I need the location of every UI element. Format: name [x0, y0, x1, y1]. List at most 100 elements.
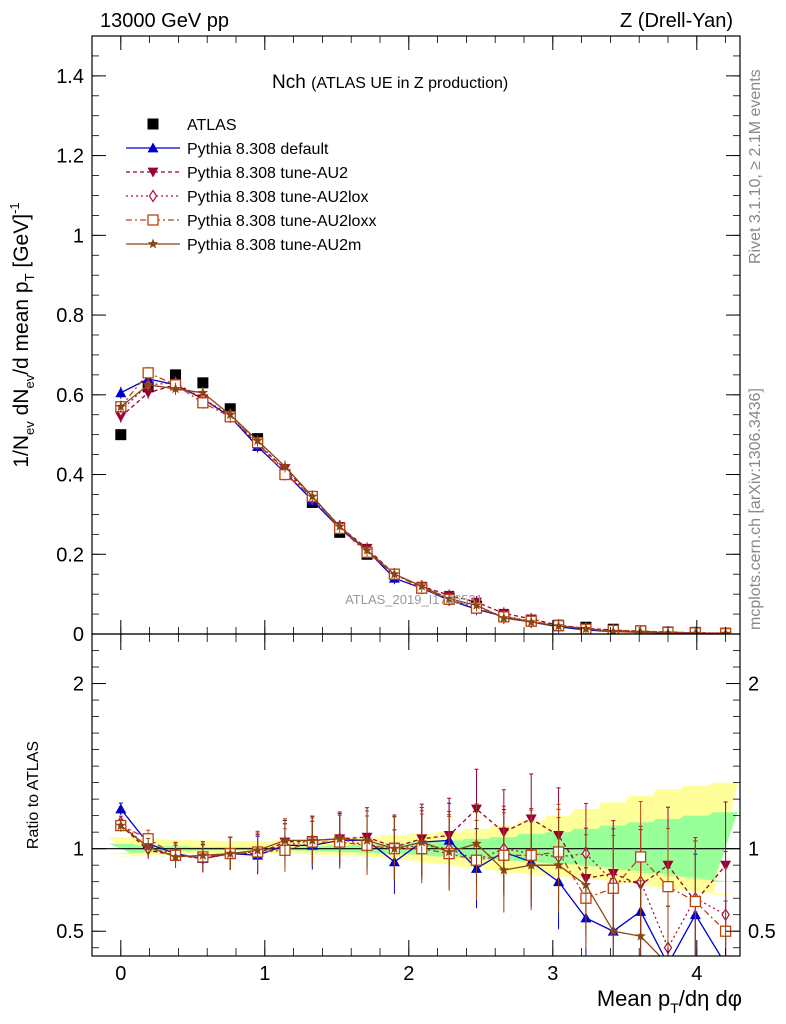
point-AU2m — [526, 616, 537, 627]
point-AU2m — [361, 544, 373, 555]
ratio-point-AU2m — [471, 838, 482, 849]
point-AU2m — [115, 401, 126, 412]
ratio-point-AU2m — [170, 851, 181, 862]
point-AU2m — [389, 568, 400, 579]
point-AU2 — [142, 388, 154, 399]
ratio-point-AU2loxx — [662, 880, 674, 893]
ratio-series-AU2m — [115, 803, 728, 956]
point-AU2m — [690, 628, 701, 634]
y-tick-label: 0 — [73, 624, 84, 646]
point-AU2m — [279, 461, 291, 471]
point-AU2m — [170, 383, 181, 394]
ratio-y-axis-label: Ratio to ATLAS — [25, 741, 42, 849]
ratio-point-AU2m — [553, 859, 564, 870]
point-AU2m — [142, 379, 154, 390]
y-tick-label: 0.6 — [56, 385, 84, 407]
ratio-y-tick-label-right: 2 — [748, 674, 759, 696]
ratio-point-AU2m — [225, 848, 236, 859]
series-AU2m — [115, 378, 731, 634]
point-AU2m — [471, 599, 482, 610]
point-AU2loxx — [142, 367, 154, 379]
header-right: Z (Drell-Yan) — [620, 10, 733, 32]
ratio-point-AU2m — [197, 849, 209, 860]
ratio-point-AU2m — [580, 879, 592, 890]
legend-label: Pythia 8.308 tune-AU2 — [187, 165, 348, 182]
legend-marker — [147, 238, 159, 249]
point-AU2m — [443, 593, 455, 604]
legend-item-ATLAS: ATLAS — [147, 117, 237, 134]
point-AU2m — [416, 580, 427, 591]
legend-marker — [147, 118, 159, 130]
ratio-point-AU2m — [416, 836, 427, 847]
mcplots-label: mcplots.cern.ch [arXiv:1306.3436] — [747, 388, 764, 630]
point-AU2m — [197, 387, 209, 398]
analysis-watermark: ATLAS_2019_I1736531 — [345, 592, 483, 607]
ratio-y-tick-label-right: 1 — [748, 839, 759, 861]
point-ATLAS — [170, 369, 182, 381]
ratio-point-AU2m — [498, 864, 510, 875]
legend-marker — [147, 214, 159, 226]
ratio-point-AU2m — [307, 834, 318, 845]
legend-label: Pythia 8.308 default — [187, 141, 329, 158]
y-tick-label: 0.8 — [56, 305, 84, 327]
point-AU2m — [334, 520, 345, 531]
y-tick-label: 1 — [73, 225, 84, 247]
y-tick-label: 1.2 — [56, 146, 84, 168]
legend: ATLAS Pythia 8.308 default Pythia 8.308 tu… — [126, 117, 376, 254]
legend-item-AU2m: Pythia 8.308 tune-AU2m — [126, 237, 361, 254]
legend-label: ATLAS — [187, 117, 237, 134]
ratio-point-AU2m — [334, 833, 345, 844]
ratio-point-AU2m — [279, 834, 291, 845]
ratio-point-AU2m — [142, 841, 154, 852]
x-tick-label: 4 — [691, 963, 702, 985]
ratio-y-tick-label: 1 — [73, 839, 84, 861]
y-tick-label: 1.4 — [56, 66, 84, 88]
ratio-point-AU2m — [389, 843, 400, 854]
legend-marker — [147, 167, 159, 178]
x-tick-label: 0 — [115, 963, 126, 985]
point-AU2loxx — [197, 397, 209, 409]
legend-marker — [148, 189, 158, 203]
ratio-plot-frame — [91, 633, 741, 957]
legend-label: Pythia 8.308 tune-AU2lox — [187, 189, 368, 206]
ratio-point-AU2m — [361, 834, 373, 845]
point-AU2m — [553, 620, 564, 631]
rivet-label: Rivet 3.1.10, ≥ 2.1M events — [747, 69, 764, 264]
ratio-point-AU2m — [115, 820, 126, 830]
main-plot-panel: 0 0.2 0.4 0.6 0.8 1 1.2 1.4 1/Nev dNev/d mean p… — [7, 35, 741, 646]
ratio-y-tick-label: 2 — [73, 674, 84, 696]
ratio-point-AU2m — [608, 925, 619, 936]
ratio-y-tick-label: 0.5 — [56, 921, 84, 943]
ratio-point-AU2loxx — [689, 895, 702, 908]
point-AU2m — [580, 623, 592, 634]
ratio-y-tick-label-right: 0.5 — [748, 921, 776, 943]
legend-item-default: Pythia 8.308 default — [126, 141, 329, 158]
plot-title: Nch (ATLAS UE in Z production) — [272, 72, 508, 93]
ratio-point-AU2loxx — [634, 851, 647, 863]
main-y-axis-label: 1/Nev dNev/d mean pT [GeV]-1 — [7, 202, 37, 467]
point-AU2m — [307, 491, 318, 501]
legend-marker — [147, 142, 159, 153]
point-ATLAS — [197, 377, 209, 389]
ratio-point-AU2m — [252, 844, 263, 855]
point-AU2m — [498, 612, 510, 623]
header-left: 13000 GeV pp — [100, 10, 229, 32]
legend-item-AU2loxx: Pythia 8.308 tune-AU2loxx — [126, 213, 376, 230]
point-AU2m — [225, 409, 236, 420]
plot-subtitle: (ATLAS UE in Z production) — [311, 75, 508, 92]
ratio-point-AU2m — [635, 930, 646, 941]
point-ATLAS — [115, 429, 127, 441]
legend-label: Pythia 8.308 tune-AU2loxx — [187, 213, 376, 230]
legend-item-AU2: Pythia 8.308 tune-AU2 — [126, 165, 348, 182]
ratio-point-default — [115, 803, 127, 814]
y-tick-label: 0.2 — [56, 544, 84, 566]
ratio-point-AU2m — [526, 859, 537, 870]
point-default — [115, 387, 127, 398]
legend-item-AU2lox: Pythia 8.308 tune-AU2lox — [126, 189, 368, 206]
legend-label: Pythia 8.308 tune-AU2m — [187, 237, 361, 254]
x-axis-label: Mean pT/dη dφ — [597, 986, 742, 1016]
point-AU2m — [608, 626, 619, 634]
x-tick-label: 2 — [403, 963, 414, 985]
ratio-point-AU2m — [443, 846, 455, 857]
